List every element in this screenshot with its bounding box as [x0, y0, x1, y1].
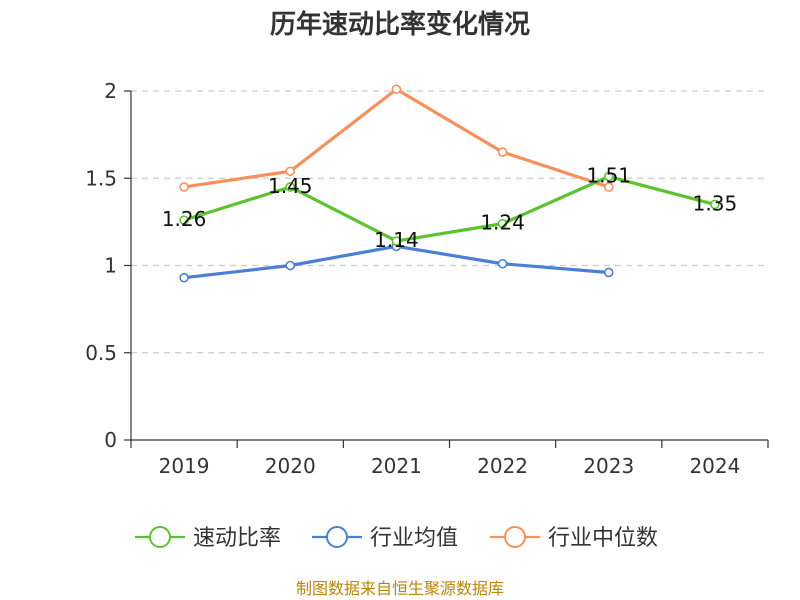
data-point[interactable] — [497, 147, 508, 157]
source-note: 制图数据来自恒生聚源数据库 — [296, 579, 504, 598]
y-tick-label: 0 — [104, 428, 117, 452]
series-line-2 — [183, 87, 610, 189]
data-point[interactable] — [179, 215, 189, 225]
x-tick-label: 2023 — [583, 454, 634, 478]
axis-layer: 0 0.5 1 1.5 2 2019 2020 2021 2022 2023 2024 — [85, 79, 769, 478]
legend-item-2[interactable]: 行业中位数 — [490, 526, 658, 551]
legend-item-1[interactable]: 行业均值 — [312, 526, 458, 551]
data-label: 1.26 — [162, 207, 207, 231]
legend[interactable]: 速动比率 行业均值 行业中位数 — [135, 526, 658, 551]
x-tick-label: 2022 — [477, 454, 528, 478]
data-point[interactable] — [285, 166, 296, 177]
data-point[interactable] — [391, 84, 402, 95]
legend-marker — [504, 526, 526, 548]
y-tick-label: 2 — [104, 79, 117, 103]
data-label: 1.24 — [480, 211, 525, 235]
data-point[interactable] — [497, 258, 508, 269]
chart-title: 历年速动比率变化情况 — [270, 9, 530, 40]
data-point[interactable] — [179, 182, 189, 192]
legend-item-0[interactable]: 速动比率 — [135, 526, 281, 551]
data-label: 1.14 — [374, 228, 419, 252]
data-point[interactable] — [603, 182, 614, 192]
legend-label: 行业中位数 — [548, 526, 658, 551]
data-point[interactable] — [603, 267, 614, 278]
grid-layer — [131, 90, 768, 354]
data-point[interactable] — [603, 171, 614, 182]
data-point[interactable] — [391, 236, 402, 246]
legend-marker — [326, 526, 348, 548]
series-line-0 — [183, 174, 716, 243]
data-label: 1.45 — [268, 174, 313, 198]
x-tick-label: 2024 — [689, 454, 740, 478]
y-tick-label: 1.5 — [85, 166, 117, 190]
data-label: 1.35 — [693, 191, 738, 215]
series-layer — [179, 84, 720, 283]
legend-marker — [149, 526, 171, 548]
legend-label: 行业均值 — [370, 526, 458, 551]
y-tick-label: 1 — [104, 254, 117, 278]
data-point[interactable] — [285, 182, 296, 192]
x-tick-label: 2020 — [265, 454, 316, 478]
data-point[interactable] — [285, 260, 296, 271]
data-label: 1.51 — [586, 164, 631, 188]
data-point[interactable] — [179, 272, 189, 283]
data-point[interactable] — [497, 218, 508, 229]
label-layer: 1.26 1.45 1.14 1.24 1.51 1.35 — [162, 164, 737, 253]
x-tick-label: 2021 — [371, 454, 422, 478]
data-point[interactable] — [710, 199, 720, 210]
legend-label: 速动比率 — [193, 526, 281, 551]
x-tick-label: 2019 — [159, 454, 210, 478]
y-tick-label: 0.5 — [85, 341, 117, 365]
